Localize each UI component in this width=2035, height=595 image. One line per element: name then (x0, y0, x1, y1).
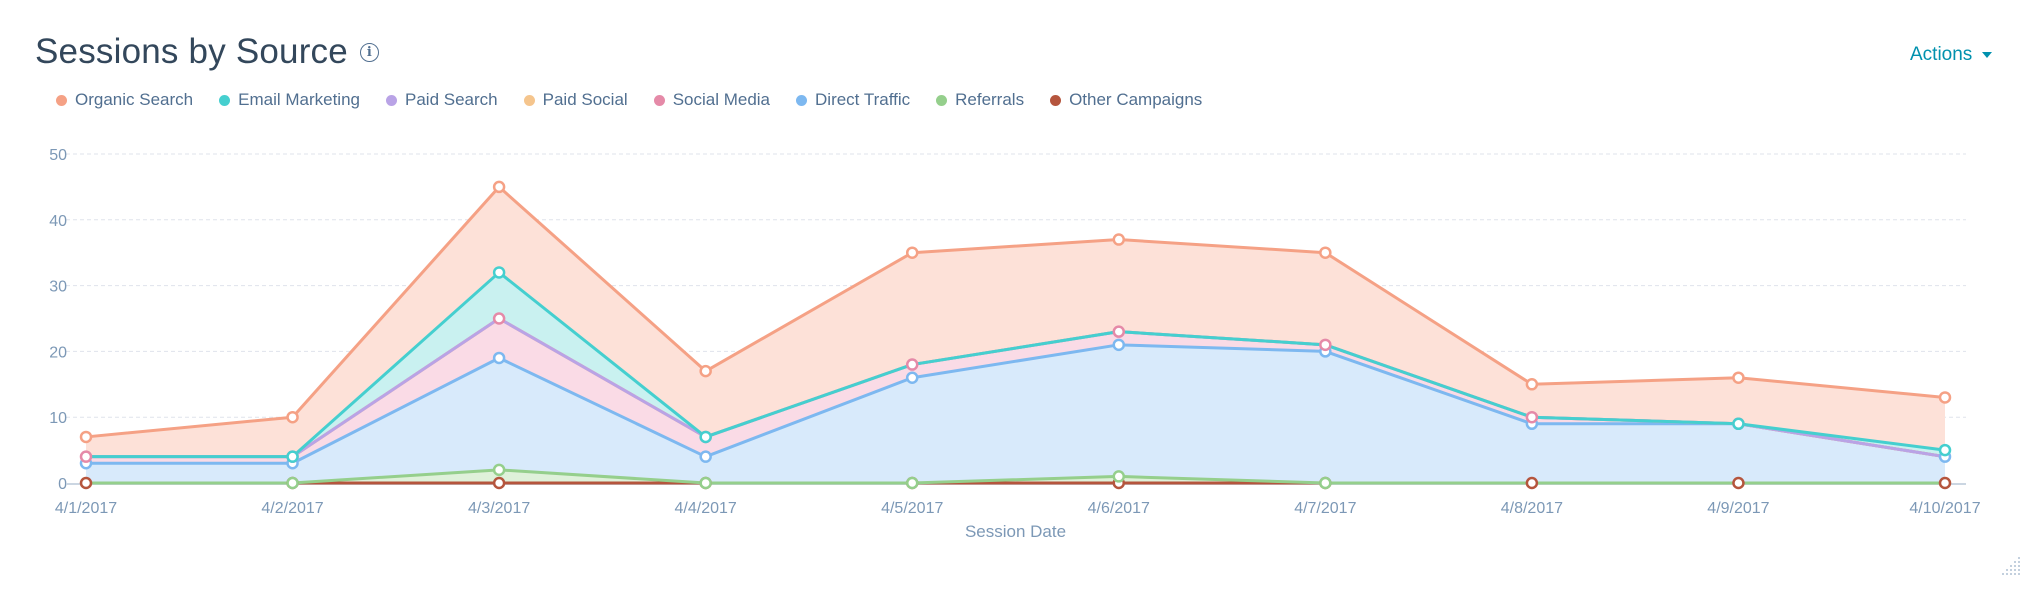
x-tick-label: 4/8/2017 (1501, 500, 1563, 517)
data-point[interactable] (492, 312, 506, 325)
y-tick-label: 20 (49, 344, 67, 361)
actions-label: Actions (1910, 44, 1973, 65)
data-point[interactable] (699, 450, 712, 463)
legend: Organic Search Email Marketing Paid Search… (56, 90, 1228, 110)
data-point[interactable] (1112, 470, 1126, 483)
data-point[interactable] (699, 476, 712, 490)
legend-label: Direct Traffic (815, 90, 911, 109)
legend-item-organic-search[interactable]: Organic Search (56, 90, 193, 110)
legend-dot-icon (796, 94, 808, 106)
x-tick-label: 4/7/2017 (1294, 500, 1356, 517)
y-tick-label: 0 (58, 476, 67, 493)
legend-label: Social Media (672, 90, 771, 109)
x-tick-label: 4/6/2017 (1088, 500, 1150, 517)
data-point[interactable] (286, 410, 299, 424)
data-point[interactable] (905, 246, 919, 259)
series-direct-traffic (86, 343, 1946, 465)
data-point[interactable] (1319, 338, 1332, 352)
area-direct-traffic (86, 344, 1945, 483)
legend-item-referrals[interactable]: Referrals (936, 90, 1024, 110)
points-email-marketing (286, 266, 1952, 463)
x-axis-title: Session Date (965, 522, 1066, 541)
line-referrals (86, 468, 1945, 485)
data-point[interactable] (492, 180, 506, 194)
data-point[interactable] (492, 476, 506, 490)
legend-label: Paid Search (405, 90, 498, 109)
legend-label: Email Marketing (238, 90, 360, 109)
x-tick-label: 4/2/2017 (261, 500, 323, 517)
chart-title-text: Sessions by Source (35, 32, 348, 71)
chart-title: Sessions by Source i (35, 32, 379, 72)
x-tick-label: 4/5/2017 (881, 500, 943, 517)
x-tick-label: 4/3/2017 (468, 500, 530, 517)
line-direct-traffic (86, 343, 1946, 465)
points-organic-search (79, 180, 1952, 444)
legend-dot-icon (523, 94, 535, 106)
line-organic-search (85, 185, 1946, 439)
x-tick-label: 4/4/2017 (675, 500, 737, 517)
legend-label: Organic Search (75, 90, 194, 109)
data-point[interactable] (286, 450, 299, 463)
data-point[interactable] (492, 266, 506, 279)
y-tick-label: 10 (49, 410, 67, 427)
legend-item-paid-social[interactable]: Paid Social (523, 90, 628, 110)
legend-item-email-marketing[interactable]: Email Marketing (219, 90, 360, 110)
points-referrals (286, 463, 1332, 490)
data-point[interactable] (1112, 338, 1126, 352)
legend-dot-icon (653, 94, 665, 106)
legend-label: Referrals (955, 90, 1025, 109)
legend-dot-icon (56, 94, 67, 106)
x-tick-label: 4/9/2017 (1707, 500, 1769, 517)
legend-item-direct-traffic[interactable]: Direct Traffic (796, 90, 910, 110)
data-point[interactable] (699, 430, 712, 444)
data-point[interactable] (905, 476, 919, 490)
data-point[interactable] (905, 371, 919, 384)
data-point[interactable] (905, 358, 919, 371)
data-point[interactable] (286, 476, 299, 490)
data-point[interactable] (79, 476, 93, 490)
y-tick-label: 50 (49, 147, 67, 164)
data-point[interactable] (79, 430, 93, 444)
data-point[interactable] (1525, 378, 1539, 391)
legend-dot-icon (936, 94, 948, 106)
series-email-marketing (86, 270, 1946, 459)
data-point[interactable] (1525, 476, 1539, 490)
x-tick-label: 4/10/2017 (1909, 500, 1980, 517)
legend-item-other-campaigns[interactable]: Other Campaigns (1050, 90, 1202, 110)
series-organic-search (85, 185, 1946, 439)
data-point[interactable] (1112, 325, 1126, 338)
data-point[interactable] (79, 450, 93, 463)
y-tick-label: 30 (49, 279, 67, 296)
line-email-marketing (86, 270, 1946, 459)
data-point[interactable] (1938, 443, 1952, 457)
legend-item-paid-search[interactable]: Paid Search (386, 90, 498, 110)
data-point[interactable] (1938, 391, 1952, 404)
data-point[interactable] (1319, 246, 1332, 259)
data-point[interactable] (699, 364, 712, 378)
data-point[interactable] (1732, 371, 1745, 384)
series-referrals (86, 468, 1945, 485)
x-tick-label: 4/1/2017 (55, 500, 117, 517)
actions-dropdown[interactable]: Actions (1910, 44, 1993, 66)
data-point[interactable] (1112, 233, 1126, 246)
data-point[interactable] (1732, 417, 1745, 431)
info-icon[interactable]: i (359, 42, 379, 62)
area-fills (86, 186, 1945, 483)
y-tick-label: 40 (49, 213, 67, 230)
resize-handle-icon[interactable] (2000, 555, 2022, 577)
data-point[interactable] (1938, 476, 1952, 490)
legend-dot-icon (386, 94, 397, 106)
data-point[interactable] (1319, 476, 1332, 490)
legend-dot-icon (219, 94, 231, 106)
data-point[interactable] (492, 463, 506, 477)
data-point[interactable] (1525, 410, 1539, 424)
legend-label: Paid Social (542, 90, 628, 109)
legend-label: Other Campaigns (1069, 90, 1203, 109)
caret-down-icon (1982, 52, 1993, 58)
legend-dot-icon (1050, 94, 1062, 106)
legend-item-social-media[interactable]: Social Media (653, 90, 771, 110)
data-point[interactable] (492, 351, 506, 365)
data-point[interactable] (1732, 476, 1745, 490)
